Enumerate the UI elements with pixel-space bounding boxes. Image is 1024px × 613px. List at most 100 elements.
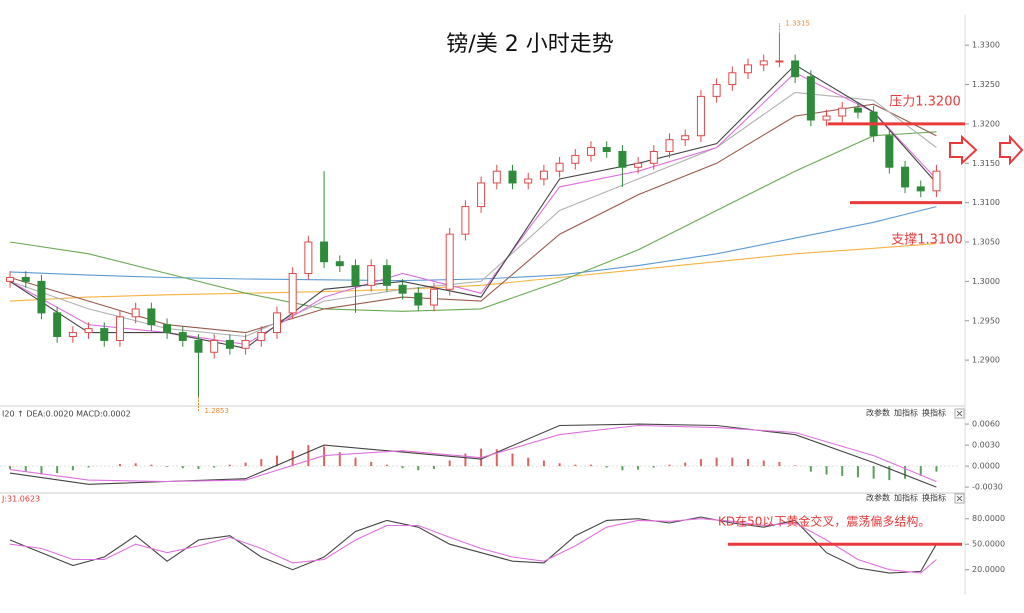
- histogram-bar: [56, 466, 59, 474]
- candle-body: [6, 276, 15, 282]
- candle-body: [84, 328, 93, 334]
- candle-body: [838, 107, 847, 117]
- y-tick-label: -0.0030: [972, 483, 1003, 492]
- histogram-bar: [464, 453, 467, 467]
- histogram-bar: [747, 459, 750, 467]
- series-line: [9, 516, 937, 574]
- candle-body: [571, 154, 580, 164]
- histogram-bar: [731, 457, 734, 467]
- level-label: 支撑1.3100: [891, 233, 963, 248]
- arrow-icon: [949, 134, 978, 166]
- candle-body: [100, 328, 109, 341]
- histogram-bar: [621, 466, 624, 471]
- close-icon: [956, 410, 963, 417]
- series-line: [9, 206, 937, 282]
- level-label: 压力1.3200: [889, 95, 961, 110]
- histogram-bar: [935, 466, 938, 472]
- indicator-button[interactable]: 换指标: [922, 408, 946, 418]
- indicator-button[interactable]: 改参数: [866, 493, 890, 503]
- histogram-bar: [448, 460, 451, 467]
- series-line: [9, 243, 937, 302]
- histogram-bar: [684, 462, 687, 467]
- histogram-bar: [338, 452, 341, 467]
- y-tick-label: 0.0030: [972, 441, 1000, 450]
- histogram-bar: [872, 466, 875, 479]
- candle-body: [147, 308, 156, 326]
- histogram-bar: [637, 466, 640, 470]
- histogram-bar: [652, 466, 655, 468]
- candle-body: [445, 233, 454, 290]
- candle-body: [649, 150, 658, 164]
- candle-body: [806, 76, 815, 121]
- y-tick-label: 1.3300: [972, 41, 1000, 50]
- series-line: [9, 518, 937, 574]
- histogram-bar: [511, 453, 514, 467]
- indicator-button[interactable]: 换指标: [922, 493, 946, 503]
- candle-body: [555, 162, 564, 172]
- y-tick-label: 1.3150: [972, 159, 1000, 168]
- series-line: [9, 424, 937, 483]
- candle-body: [665, 139, 674, 152]
- candle-body: [477, 182, 486, 208]
- candle-body: [932, 170, 941, 192]
- indicator-button[interactable]: 改参数: [866, 408, 890, 418]
- indicator-header: J:31.0623: [1, 495, 40, 504]
- histogram-bar: [527, 457, 530, 467]
- histogram-bar: [904, 466, 907, 479]
- histogram-bar: [558, 463, 561, 467]
- histogram-bar: [668, 464, 671, 467]
- candle-body: [178, 332, 187, 341]
- indicator-button[interactable]: 加指标: [894, 408, 918, 418]
- histogram-bar: [228, 464, 231, 467]
- y-tick-label: 50.0000: [972, 540, 1005, 549]
- histogram-bar: [166, 466, 169, 467]
- histogram-bar: [323, 446, 326, 467]
- histogram-bar: [809, 466, 812, 472]
- candle-body: [728, 72, 737, 86]
- candle-body: [508, 170, 517, 184]
- y-tick-label: 80.0000: [972, 514, 1005, 523]
- candle-body: [241, 339, 250, 349]
- candle-body: [901, 166, 910, 188]
- close-icon: [956, 495, 963, 502]
- histogram-bar: [432, 466, 435, 469]
- histogram-bar: [181, 466, 184, 469]
- candle-body: [602, 147, 611, 152]
- candle-body: [257, 332, 266, 341]
- histogram-bar: [260, 459, 263, 467]
- candle-body: [618, 150, 627, 168]
- candle-body: [775, 60, 784, 63]
- histogram-bar: [605, 466, 608, 468]
- histogram-bar: [715, 457, 718, 467]
- histogram-bar: [856, 466, 859, 478]
- candle-body: [53, 312, 62, 338]
- candle-body: [791, 60, 800, 78]
- histogram-bar: [385, 464, 388, 467]
- y-tick-label: 1.2950: [972, 316, 1000, 325]
- histogram-bar: [590, 464, 593, 467]
- histogram-bar: [794, 465, 797, 467]
- candle-body: [539, 170, 548, 180]
- y-tick-label: 0.0060: [972, 420, 1000, 429]
- candle-body: [681, 135, 690, 141]
- histogram-bar: [574, 464, 577, 467]
- y-tick-label: 1.3050: [972, 238, 1000, 247]
- candle-body: [461, 206, 470, 235]
- y-tick-label: 20.0000: [972, 565, 1005, 574]
- candle-body: [634, 162, 643, 168]
- level-label: KD在50以下黄金交叉，震荡偏多结构。: [718, 514, 930, 529]
- candle-body: [524, 178, 533, 184]
- candle-body: [351, 265, 360, 286]
- histogram-bar: [118, 464, 121, 467]
- candle-body: [853, 107, 862, 113]
- histogram-bar: [542, 460, 545, 467]
- candle-body: [759, 60, 768, 66]
- indicator-button[interactable]: 加指标: [894, 493, 918, 503]
- y-tick-label: 1.3100: [972, 198, 1000, 207]
- extreme-label: 1.3315: [785, 19, 810, 27]
- candle-body: [744, 64, 753, 74]
- candle-body: [194, 339, 203, 353]
- candle-body: [210, 339, 219, 353]
- extreme-label: 1.2853: [204, 407, 229, 415]
